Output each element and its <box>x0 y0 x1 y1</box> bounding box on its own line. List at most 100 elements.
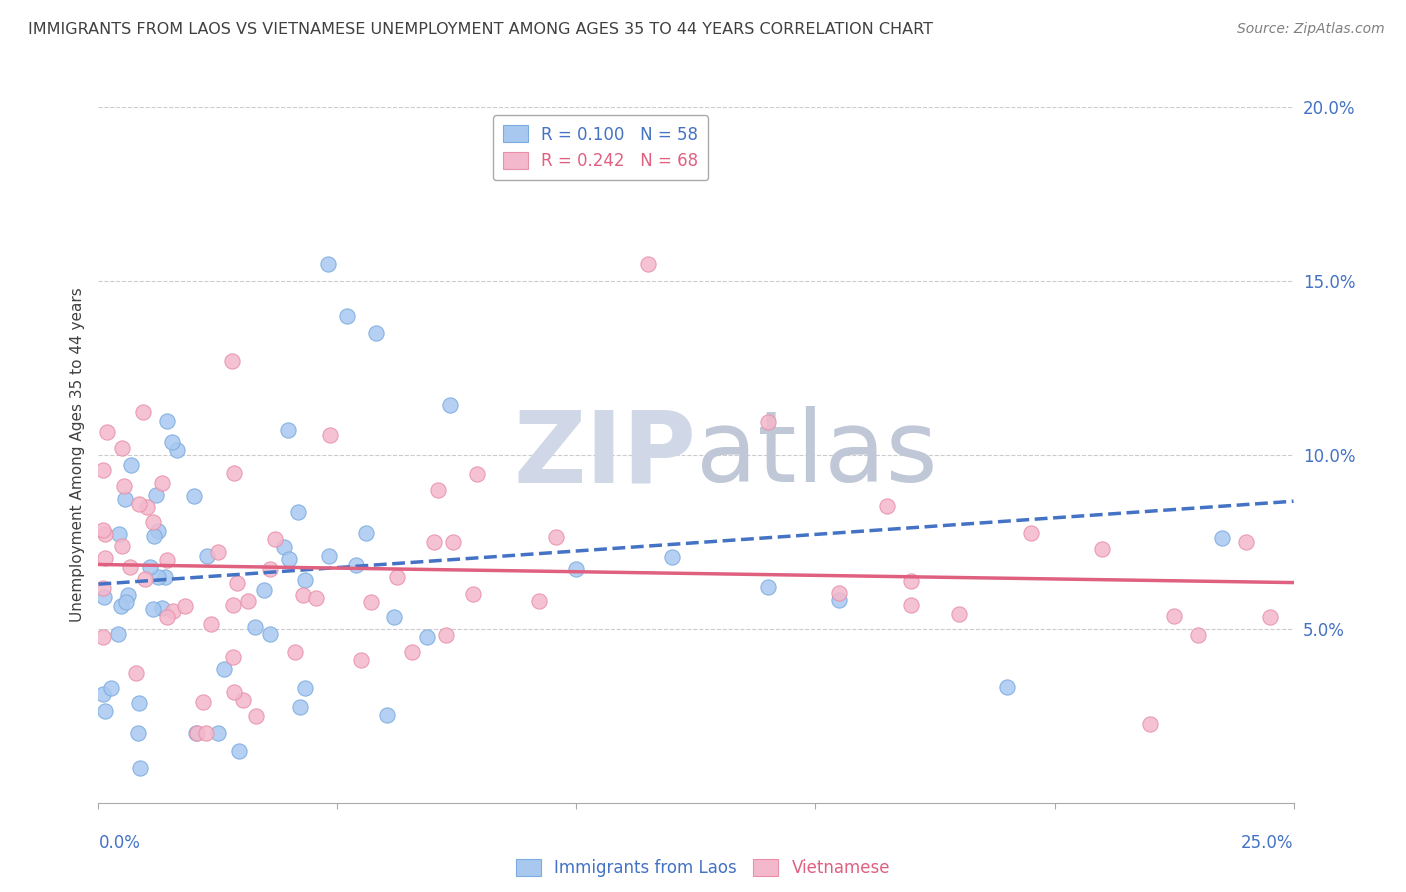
Point <box>186 726 208 740</box>
Point <box>292 588 315 602</box>
Point <box>200 617 222 632</box>
Point <box>305 591 328 605</box>
Point <box>148 570 170 584</box>
Point <box>245 708 267 723</box>
Text: 0.0%: 0.0% <box>98 834 141 852</box>
Legend: R = 0.100   N = 58, R = 0.242   N = 68: R = 0.100 N = 58, R = 0.242 N = 68 <box>492 115 709 180</box>
Point <box>150 475 173 490</box>
Point <box>1019 526 1042 541</box>
Point <box>828 585 851 599</box>
Point <box>91 462 114 476</box>
Point <box>191 695 214 709</box>
Point <box>294 681 316 695</box>
Point <box>143 529 166 543</box>
Point <box>214 662 236 676</box>
Point <box>427 483 450 497</box>
Point <box>316 256 339 270</box>
Point <box>1234 535 1257 549</box>
Point <box>756 580 779 594</box>
Point <box>1187 627 1209 641</box>
Legend: Immigrants from Laos, Vietnamese: Immigrants from Laos, Vietnamese <box>509 852 897 884</box>
Point <box>160 434 183 449</box>
Point <box>565 562 588 576</box>
Point <box>93 590 115 604</box>
Point <box>294 573 316 587</box>
Point <box>94 704 117 718</box>
Point <box>637 256 659 270</box>
Point <box>195 726 218 740</box>
Y-axis label: Unemployment Among Ages 35 to 44 years: Unemployment Among Ages 35 to 44 years <box>69 287 84 623</box>
Point <box>111 441 134 455</box>
Point <box>423 535 446 549</box>
Point <box>1139 717 1161 731</box>
Point <box>153 569 176 583</box>
Point <box>226 576 249 591</box>
Point <box>115 595 138 609</box>
Point <box>162 604 184 618</box>
Point <box>156 553 179 567</box>
Point <box>91 581 114 595</box>
Point <box>236 594 259 608</box>
Point <box>222 598 245 612</box>
Point <box>243 620 266 634</box>
Point <box>287 505 309 519</box>
Point <box>541 159 564 173</box>
Point <box>114 491 136 506</box>
Point <box>134 572 156 586</box>
Point <box>94 526 117 541</box>
Point <box>1091 542 1114 557</box>
Point <box>284 645 307 659</box>
Point <box>900 599 922 613</box>
Point <box>259 627 281 641</box>
Point <box>127 726 149 740</box>
Text: atlas: atlas <box>696 407 938 503</box>
Point <box>195 549 218 563</box>
Point <box>125 666 148 681</box>
Point <box>461 587 484 601</box>
Point <box>128 696 150 710</box>
Point <box>900 574 922 588</box>
Point <box>111 539 134 553</box>
Point <box>232 693 254 707</box>
Point <box>142 515 165 529</box>
Point <box>375 707 398 722</box>
Point <box>221 354 243 368</box>
Point <box>139 560 162 574</box>
Point <box>96 425 118 439</box>
Point <box>207 726 229 740</box>
Point <box>1163 608 1185 623</box>
Point <box>156 610 179 624</box>
Point <box>529 594 551 608</box>
Point <box>434 628 457 642</box>
Point <box>91 630 114 644</box>
Point <box>118 560 141 574</box>
Point <box>253 583 276 598</box>
Point <box>94 551 117 566</box>
Point <box>465 467 488 481</box>
Text: IMMIGRANTS FROM LAOS VS VIETNAMESE UNEMPLOYMENT AMONG AGES 35 TO 44 YEARS CORREL: IMMIGRANTS FROM LAOS VS VIETNAMESE UNEMP… <box>28 22 934 37</box>
Point <box>350 653 373 667</box>
Point <box>756 416 779 430</box>
Point <box>416 630 439 644</box>
Point <box>828 593 851 607</box>
Point <box>117 588 139 602</box>
Point <box>319 428 342 442</box>
Point <box>336 309 359 323</box>
Point <box>110 599 132 614</box>
Point <box>876 499 898 513</box>
Point <box>150 600 173 615</box>
Point <box>354 526 377 541</box>
Point <box>132 405 155 419</box>
Point <box>145 487 167 501</box>
Point <box>222 467 245 481</box>
Point <box>91 523 114 537</box>
Point <box>120 458 142 472</box>
Point <box>277 551 299 566</box>
Point <box>441 535 464 549</box>
Point <box>259 562 281 576</box>
Point <box>995 680 1018 694</box>
Point <box>318 549 340 563</box>
Point <box>385 570 408 584</box>
Point <box>228 744 250 758</box>
Point <box>128 497 150 511</box>
